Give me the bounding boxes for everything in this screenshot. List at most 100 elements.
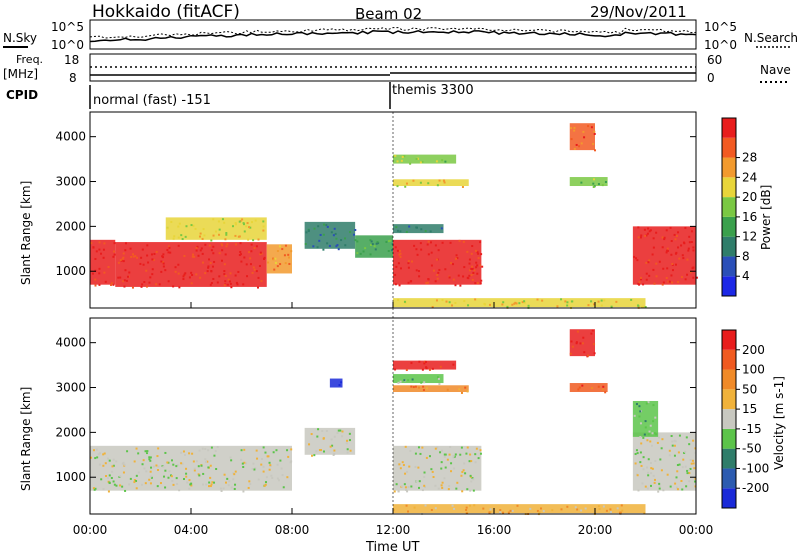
data-pixel [103, 242, 106, 245]
data-pixel [536, 298, 539, 301]
data-pixel [181, 238, 184, 241]
data-pixel [668, 280, 671, 283]
data-pixel [214, 450, 217, 453]
data-pixel [397, 262, 400, 265]
data-pixel [98, 452, 101, 455]
data-pixel [164, 269, 167, 272]
data-region [393, 154, 457, 164]
colorbar-segment [722, 236, 736, 257]
data-pixel [692, 439, 695, 442]
data-pixel [655, 231, 658, 234]
data-pixel [129, 477, 132, 480]
data-pixel [450, 262, 453, 265]
data-pixel [514, 301, 517, 304]
data-pixel [634, 462, 637, 465]
data-pixel [322, 437, 325, 440]
data-region [569, 383, 608, 393]
data-pixel [395, 483, 398, 486]
data-pixel [434, 280, 437, 283]
data-pixel [178, 286, 181, 289]
data-pixel [423, 362, 426, 365]
data-pixel [436, 446, 439, 449]
data-pixel [209, 262, 212, 265]
data-pixel [454, 453, 457, 456]
data-pixel [540, 507, 543, 510]
data-pixel [415, 226, 418, 229]
data-pixel [143, 281, 146, 284]
data-pixel [654, 459, 657, 462]
data-pixel [406, 490, 409, 493]
data-pixel [424, 360, 427, 363]
data-pixel [673, 233, 676, 236]
data-pixel [241, 462, 244, 465]
data-pixel [242, 222, 245, 225]
data-pixel [476, 251, 479, 254]
data-pixel [160, 270, 163, 273]
data-pixel [132, 253, 135, 256]
data-pixel [479, 449, 482, 452]
data-pixel [369, 244, 372, 247]
data-pixel [128, 483, 131, 486]
data-pixel [345, 442, 348, 445]
data-pixel [652, 420, 655, 423]
data-pixel [690, 462, 693, 465]
data-pixel [556, 305, 559, 308]
data-pixel [344, 244, 347, 247]
data-pixel [340, 239, 343, 242]
data-pixel [254, 219, 257, 222]
time-tick-label: 00:00 [679, 523, 714, 537]
data-pixel [609, 511, 612, 514]
data-pixel [639, 236, 642, 239]
data-pixel [652, 246, 655, 249]
data-pixel [511, 303, 514, 306]
data-pixel [435, 160, 438, 163]
data-pixel [405, 182, 408, 185]
data-pixel [149, 482, 152, 485]
data-region [165, 217, 267, 240]
data-pixel [509, 509, 512, 512]
data-pixel [418, 360, 421, 363]
data-pixel [593, 343, 596, 346]
data-pixel [352, 233, 355, 236]
data-pixel [242, 466, 245, 469]
data-pixel [420, 228, 423, 231]
data-pixel [332, 453, 335, 456]
data-pixel [446, 458, 449, 461]
data-pixel [440, 467, 443, 470]
data-pixel [260, 280, 263, 283]
data-pixel [647, 474, 650, 477]
data-pixel [661, 236, 664, 239]
data-pixel [212, 252, 215, 255]
data-pixel [198, 449, 201, 452]
data-pixel [170, 459, 173, 462]
data-pixel [660, 447, 663, 450]
colorbar-tick-label: -100 [742, 461, 769, 475]
data-pixel [113, 483, 116, 486]
data-pixel [576, 508, 579, 511]
data-pixel [234, 222, 237, 225]
data-pixel [685, 436, 688, 439]
colorbar-tick-label: 12 [742, 230, 757, 244]
data-pixel [680, 244, 683, 247]
data-pixel [453, 507, 456, 510]
data-pixel [234, 274, 237, 277]
data-pixel [94, 487, 97, 490]
data-pixel [674, 440, 677, 443]
data-pixel [195, 273, 198, 276]
data-pixel [207, 466, 210, 469]
data-pixel [587, 125, 590, 128]
data-pixel [639, 435, 642, 438]
data-pixel [119, 276, 122, 279]
data-pixel [695, 276, 698, 279]
data-pixel [92, 487, 95, 490]
data-pixel [592, 182, 595, 185]
data-pixel [404, 472, 407, 475]
data-pixel [227, 278, 230, 281]
data-pixel [223, 273, 226, 276]
data-pixel [195, 249, 198, 252]
data-pixel [364, 247, 367, 250]
data-pixel [276, 463, 279, 466]
data-pixel [437, 249, 440, 252]
data-pixel [92, 246, 95, 249]
data-pixel [694, 451, 697, 454]
